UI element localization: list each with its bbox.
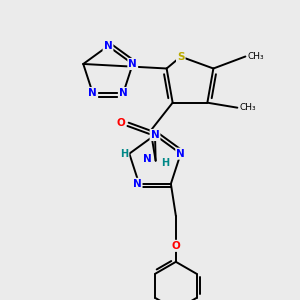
Text: CH₃: CH₃ — [239, 103, 256, 112]
Text: N: N — [119, 88, 128, 98]
Text: O: O — [116, 118, 125, 128]
Text: H: H — [120, 149, 128, 159]
Text: O: O — [172, 241, 180, 251]
Text: N: N — [151, 130, 159, 140]
Text: N: N — [128, 59, 137, 69]
Text: N: N — [88, 88, 97, 98]
Text: S: S — [177, 52, 184, 61]
Text: N: N — [103, 41, 112, 51]
Text: H: H — [162, 158, 170, 168]
Text: N: N — [176, 149, 185, 159]
Text: N: N — [143, 154, 152, 164]
Text: CH₃: CH₃ — [248, 52, 264, 61]
Text: N: N — [133, 179, 142, 189]
